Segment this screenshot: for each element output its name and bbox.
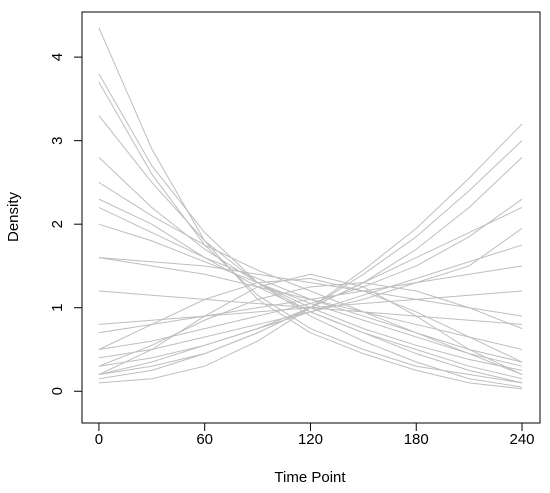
curve xyxy=(98,123,523,384)
curve xyxy=(98,198,523,380)
curve xyxy=(98,273,523,376)
curve xyxy=(98,140,523,376)
curve xyxy=(98,81,523,384)
x-tick-label: 180 xyxy=(404,431,429,448)
curve xyxy=(98,207,523,380)
curve xyxy=(98,257,523,317)
curve xyxy=(98,181,523,376)
curve xyxy=(98,223,523,367)
y-tick-label: 0 xyxy=(49,387,66,395)
y-tick-label: 1 xyxy=(49,304,66,312)
curve xyxy=(98,265,523,334)
y-tick-label: 3 xyxy=(49,136,66,144)
x-tick-label: 240 xyxy=(510,431,535,448)
x-tick-label: 120 xyxy=(298,431,323,448)
y-tick-label: 4 xyxy=(49,53,66,61)
x-axis-label: Time Point xyxy=(274,469,346,486)
x-tick-label: 60 xyxy=(196,431,213,448)
x-tick-label: 0 xyxy=(95,431,103,448)
plot-frame xyxy=(81,11,541,424)
curve xyxy=(98,277,523,363)
y-tick-label: 2 xyxy=(49,220,66,228)
y-axis-label: Density xyxy=(5,191,22,242)
curve xyxy=(98,27,523,390)
curve xyxy=(98,282,523,367)
curve xyxy=(98,73,523,388)
